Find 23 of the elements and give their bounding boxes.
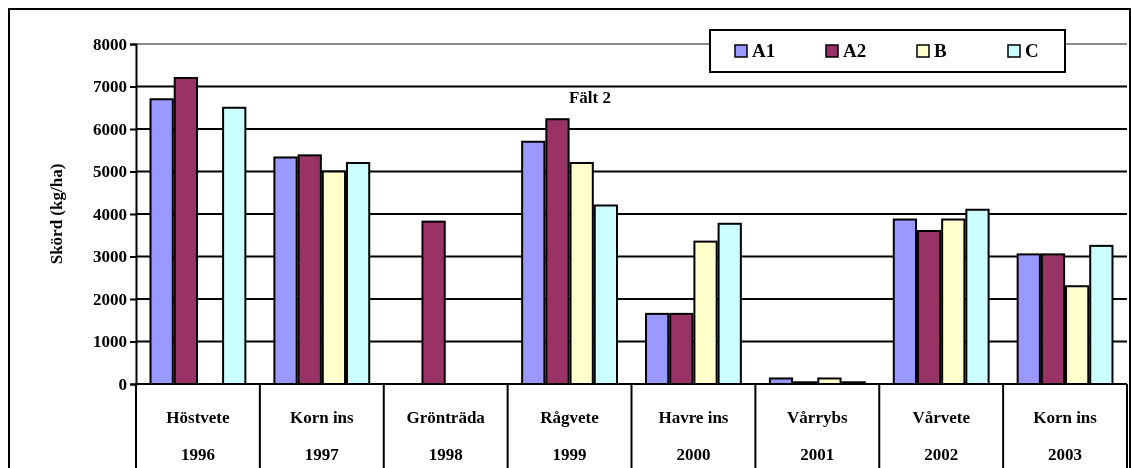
y-tick-label: 5000	[93, 162, 127, 182]
legend-label: B	[934, 40, 947, 61]
legend-label: A2	[843, 40, 867, 61]
legend-label: C	[1025, 40, 1039, 61]
legend-label: A1	[752, 40, 776, 61]
y-tick-label: 1000	[93, 332, 127, 352]
y-tick-label: 3000	[93, 247, 127, 267]
text: Fält 2	[568, 88, 612, 107]
y-axis-title: Skörd (kg/ha)	[47, 163, 66, 265]
y-tick-label: 4000	[93, 204, 127, 224]
x-tick-label: Grönträda 1998	[406, 408, 486, 464]
x-tick-label: Havre ins 2000	[658, 408, 729, 464]
x-tick-label: Vårvete 2002	[912, 408, 971, 464]
y-tick-label: 0	[118, 374, 127, 394]
y-tick-label: 8000	[93, 34, 127, 54]
y-tick-label: 7000	[93, 77, 127, 97]
y-tick-label: 6000	[93, 119, 127, 139]
x-tick-label: Korn ins 1997	[289, 408, 355, 464]
y-tick-label: 2000	[93, 289, 127, 309]
x-tick-label: Rågvete 1999	[540, 408, 600, 464]
x-tick-label: Vårrybs 2001	[787, 408, 848, 464]
x-tick-label: Korn ins 2003	[1033, 408, 1098, 464]
x-tick-label: Höstvete 1996	[166, 408, 231, 464]
